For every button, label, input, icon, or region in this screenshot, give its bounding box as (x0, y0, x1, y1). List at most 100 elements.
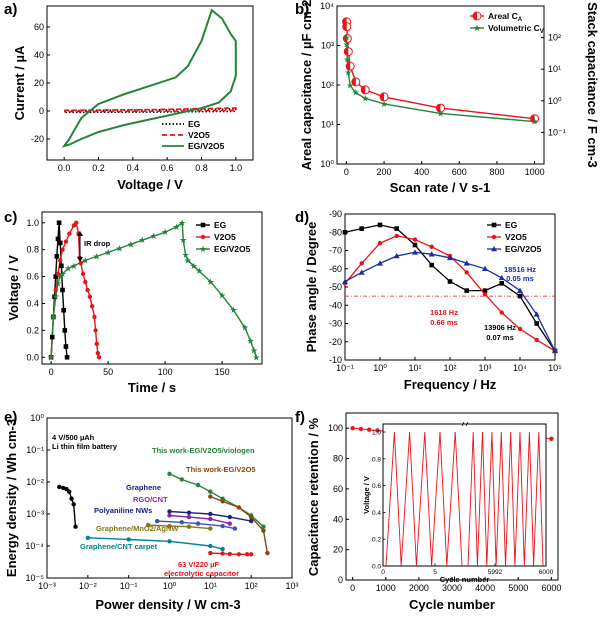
panel-e-ylabel: Energy density / Wh cm-3 (4, 419, 19, 577)
panel-d-s2-point-9 (498, 274, 505, 281)
panel-b-y2label: Stack capacitance / F cm-3 (585, 2, 600, 167)
panel-c-s2-point-10: ★ (104, 247, 112, 257)
panel-c-s2-point-23: ★ (207, 277, 215, 287)
panel-f-xtick-label-4: 4000 (475, 583, 495, 593)
panel-d-xtick-label-1: 10⁰ (373, 363, 387, 373)
panel-a-series-1 (64, 107, 237, 113)
panel-c-s0-point-8 (57, 240, 63, 246)
panel-b-s0-point-9 (530, 114, 540, 124)
panel-c-xlabel: Time / s (128, 380, 176, 395)
inset-frame (382, 423, 547, 567)
panel-c-s2-point-28: ★ (250, 346, 258, 356)
panel-d-s2-point-4 (412, 249, 418, 255)
panel-d-xtick-label-2: 10¹ (408, 363, 421, 373)
label-electrolytic-1: 63 V/220 µF (178, 560, 219, 569)
panel-c-frame (41, 211, 263, 365)
panel-a-xtick-label-2: 0.4 (127, 163, 140, 173)
panel-label-c: c) (4, 209, 17, 226)
panel-a-xtick-label-1: 0.2 (92, 163, 105, 173)
panel-label-d: d) (295, 209, 309, 226)
panel-a-legend-label-1: V2O5 (188, 130, 210, 140)
inset-ylabel: Voltage / V (362, 476, 371, 514)
panel-e-s6-point-3 (208, 526, 213, 531)
panel-e-s7-point-0 (85, 535, 91, 541)
label-rgo-cnt: RGO/CNT (133, 495, 168, 504)
label-polyaniline: Polyaniline NWs (94, 506, 152, 515)
label-this-work: This work-EG/V2O5 (186, 465, 256, 474)
panel-f-ytick-label-5: 100 (328, 423, 343, 433)
panel-d-ylabel: Phase angle / Degree (304, 222, 319, 353)
panel-b-xtick-label-4: 800 (489, 167, 504, 177)
panel-c-s2-point-0: ★ (47, 352, 55, 362)
panel-d-ytick-label-7: -20 (329, 337, 342, 347)
inset-axis-break-2 (465, 421, 469, 427)
panel-b-s1-point-3: ★ (344, 67, 352, 77)
panel-c-s2-point-13: ★ (138, 235, 146, 245)
panel-e-s4-point-1 (186, 514, 192, 520)
inset-axis-break-1 (461, 421, 465, 427)
panel-d-s2-point-6 (447, 254, 453, 261)
panel-c-s0-point-9 (59, 263, 64, 269)
panel-e-s2-point-1 (220, 499, 225, 504)
panel-c-s1-point-17 (89, 303, 95, 309)
panel-d-s0-point-8 (482, 288, 488, 293)
panel-f-point-24 (549, 436, 554, 442)
panel-d-s2-point-2 (377, 260, 383, 266)
panel-b-s1-point-0: ★ (343, 33, 351, 43)
panel-e-s2-point-5 (265, 550, 270, 556)
panel-d-s1-point-8 (482, 292, 488, 297)
panel-c-s1-point-21 (95, 351, 101, 356)
panel-a-xtick-label-4: 0.8 (195, 163, 208, 173)
panel-label-a: a) (4, 1, 17, 18)
panel-c-s2-point-12: ★ (127, 239, 135, 249)
panel-c-s1-point-9 (73, 220, 79, 225)
panel-b-s1-point-6: ★ (361, 93, 369, 103)
panel-f-xtick-label-1: 1000 (376, 583, 396, 593)
panel-c-s2-point-14: ★ (150, 231, 158, 241)
panel-c-s1-point-20 (94, 341, 99, 347)
panel-c-s0-point-7 (56, 220, 62, 226)
panel-c-s1-point-18 (92, 314, 97, 320)
panel-e-s8-point-3 (236, 552, 242, 557)
panel-c-s1-point-16 (87, 294, 93, 299)
panel-f-ytick-label-0: 0 (338, 575, 343, 585)
panel-c-s1-point-6 (63, 239, 69, 244)
panel-c-s2-point-4: ★ (56, 272, 64, 282)
panel-c-s2-point-5: ★ (58, 269, 66, 279)
panel-e-s4-point-2 (208, 516, 213, 522)
ir-drop-label: IR drop (84, 239, 111, 248)
panel-e-xtick-label-0: 10⁻³ (38, 581, 56, 591)
panel-b-s0-point-3 (343, 47, 353, 57)
panel-d-annotations: 18516 Hz 0.05 ms 1618 Hz 0.66 ms 13906 H… (430, 265, 536, 342)
panel-e-s1-point-2 (195, 482, 201, 488)
panel-d-s1-point-3 (394, 233, 399, 239)
panel-a-xtick-label-0: 0.0 (58, 163, 71, 173)
panel-c-s2-point-20: ★ (184, 255, 192, 265)
panel-b-xtick-label-5: 1000 (525, 167, 545, 177)
panel-e-s7-point-4 (220, 546, 225, 552)
panel-e-series-2 (210, 495, 269, 554)
ir-drop-arrow-head-bottom (77, 257, 83, 262)
panel-c-s2-point-21: ★ (190, 261, 198, 271)
panel-c-s1-point-3 (55, 271, 61, 277)
panel-f-point-0 (350, 425, 355, 431)
panel-e-s0-point-0 (57, 484, 62, 490)
panel-d-ytick-label-4: -50 (329, 282, 342, 292)
annotation-066ms: 0.66 ms (430, 318, 458, 327)
panel-e-s2-point-3 (248, 514, 254, 520)
panel-e-s0-point-3 (67, 489, 72, 494)
panel-d-s2-point-11 (533, 311, 540, 317)
panel-c-s1-point-4 (58, 258, 63, 263)
panel-e-ytick-label-0: 10⁻⁵ (26, 573, 45, 583)
panel-e-s2-point-0 (208, 494, 213, 499)
annotation-1618hz: 1618 Hz (430, 308, 458, 317)
panel-d-s2-point-7 (463, 260, 470, 266)
panel-d-ytick-label-0: -90 (329, 209, 342, 219)
inset-ytick-label-3: 0.6 (372, 483, 381, 490)
panel-b-s0-point-8 (436, 103, 445, 113)
panel-e-series-1 (169, 473, 264, 528)
panel-d-s0-point-0 (342, 229, 348, 235)
panel-c-s2-point-22: ★ (195, 266, 203, 276)
panel-a-xtick-label-5: 1.0 (230, 163, 243, 173)
